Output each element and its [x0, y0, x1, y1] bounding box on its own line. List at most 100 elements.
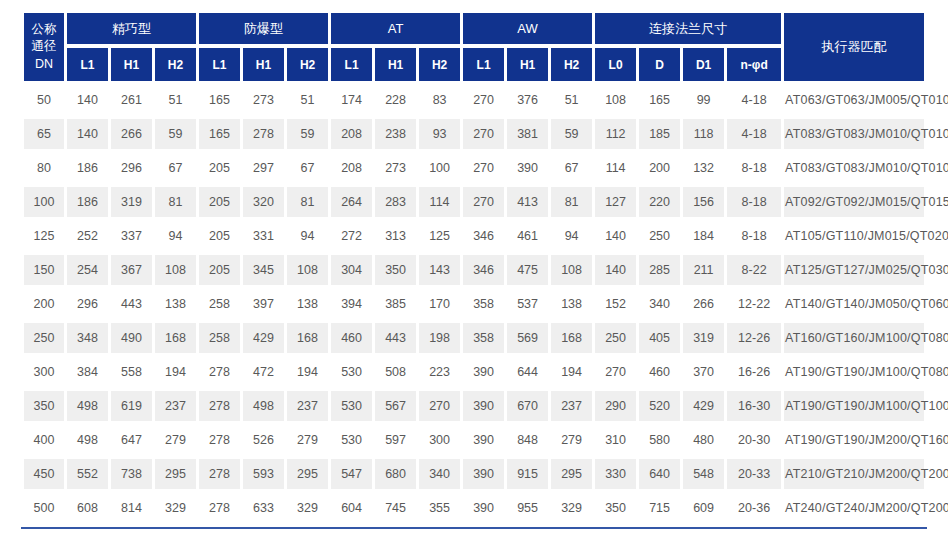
- value-cell: 609: [683, 493, 724, 523]
- value-cell: 138: [287, 289, 328, 319]
- value-cell: 278: [199, 493, 240, 523]
- value-cell: 51: [155, 85, 196, 115]
- actuator-cell: AT190/GT190/JM100/QT080: [784, 357, 924, 387]
- value-cell: 127: [595, 187, 636, 217]
- group-header-compact: 精巧型: [67, 13, 196, 44]
- value-cell: 20-30: [727, 425, 781, 455]
- value-cell: 295: [551, 459, 592, 489]
- header-group-row: 公称通径DN精巧型防爆型ATAW连接法兰尺寸执行器匹配: [24, 13, 924, 44]
- value-cell: 814: [111, 493, 152, 523]
- value-cell: 313: [375, 221, 416, 251]
- value-cell: 278: [199, 391, 240, 421]
- value-cell: 270: [463, 187, 504, 217]
- value-cell: 548: [683, 459, 724, 489]
- value-cell: 278: [199, 357, 240, 387]
- actuator-cell: AT092/GT092/JM015/QT015: [784, 187, 924, 217]
- value-cell: 237: [287, 391, 328, 421]
- value-cell: 443: [375, 323, 416, 353]
- value-cell: 132: [683, 153, 724, 183]
- value-cell: 350: [595, 493, 636, 523]
- value-cell: 300: [419, 425, 460, 455]
- value-cell: 490: [111, 323, 152, 353]
- value-cell: 238: [375, 119, 416, 149]
- table-row-dn-350: 3504986192372784982375305672703906702372…: [24, 391, 924, 421]
- value-cell: 12-22: [727, 289, 781, 319]
- value-cell: 186: [67, 153, 108, 183]
- actuator-cell: AT160/GT160/JM100/QT080: [784, 323, 924, 353]
- value-cell: 295: [155, 459, 196, 489]
- actuator-cell: AT210/GT210/JM200/QT200: [784, 459, 924, 489]
- value-cell: 955: [507, 493, 548, 523]
- value-cell: 498: [67, 391, 108, 421]
- spec-table: 公称通径DN精巧型防爆型ATAW连接法兰尺寸执行器匹配L1H1H2L1H1H2L…: [21, 9, 927, 527]
- value-cell: 205: [199, 255, 240, 285]
- dn-cell: 400: [24, 425, 64, 455]
- value-cell: 331: [243, 221, 284, 251]
- dn-cell: 65: [24, 119, 64, 149]
- value-cell: 198: [419, 323, 460, 353]
- subcol-header-aw-1: L1: [463, 48, 504, 81]
- subcol-header-aw-2: H1: [507, 48, 548, 81]
- value-cell: 405: [639, 323, 680, 353]
- value-cell: 205: [199, 153, 240, 183]
- value-cell: 94: [551, 221, 592, 251]
- value-cell: 319: [683, 323, 724, 353]
- value-cell: 273: [375, 153, 416, 183]
- value-cell: 385: [375, 289, 416, 319]
- value-cell: 273: [243, 85, 284, 115]
- value-cell: 475: [507, 255, 548, 285]
- value-cell: 390: [507, 153, 548, 183]
- value-cell: 429: [683, 391, 724, 421]
- value-cell: 170: [419, 289, 460, 319]
- value-cell: 279: [155, 425, 196, 455]
- value-cell: 390: [463, 459, 504, 489]
- value-cell: 208: [331, 119, 372, 149]
- actuator-cell: AT190/GT190/JM200/QT160: [784, 425, 924, 455]
- value-cell: 647: [111, 425, 152, 455]
- actuator-cell: AT140/GT140/JM050/QT060: [784, 289, 924, 319]
- actuator-cell: AT190/GT190/JM100/QT100: [784, 391, 924, 421]
- actuator-cell: AT063/GT063/JM005/QT010: [784, 85, 924, 115]
- value-cell: 168: [287, 323, 328, 353]
- value-cell: 185: [639, 119, 680, 149]
- value-cell: 460: [331, 323, 372, 353]
- value-cell: 520: [639, 391, 680, 421]
- subcol-header-aw-3: H2: [551, 48, 592, 81]
- value-cell: 266: [111, 119, 152, 149]
- dn-cell: 150: [24, 255, 64, 285]
- group-header-flange: 连接法兰尺寸: [595, 13, 781, 44]
- table-row-dn-400: 4004986472792785262795305973003908482793…: [24, 425, 924, 455]
- table-row-dn-65: 6514026659165278592082389327038159112185…: [24, 119, 924, 149]
- value-cell: 200: [639, 153, 680, 183]
- value-cell: 8-18: [727, 187, 781, 217]
- dn-cell: 50: [24, 85, 64, 115]
- dn-cell: 450: [24, 459, 64, 489]
- value-cell: 270: [463, 153, 504, 183]
- value-cell: 358: [463, 289, 504, 319]
- value-cell: 205: [199, 187, 240, 217]
- value-cell: 547: [331, 459, 372, 489]
- subcol-header-at-3: H2: [419, 48, 460, 81]
- value-cell: 297: [243, 153, 284, 183]
- table-row-dn-50: 5014026151165273511742288327037651108165…: [24, 85, 924, 115]
- subcol-header-explosion-proof-2: H1: [243, 48, 284, 81]
- value-cell: 278: [199, 425, 240, 455]
- value-cell: 270: [463, 119, 504, 149]
- col-header-dn: 公称通径DN: [24, 13, 64, 81]
- value-cell: 165: [639, 85, 680, 115]
- spec-table-header: 公称通径DN精巧型防爆型ATAW连接法兰尺寸执行器匹配L1H1H2L1H1H2L…: [24, 13, 924, 81]
- value-cell: 429: [243, 323, 284, 353]
- value-cell: 118: [683, 119, 724, 149]
- value-cell: 67: [155, 153, 196, 183]
- value-cell: 272: [331, 221, 372, 251]
- value-cell: 848: [507, 425, 548, 455]
- value-cell: 237: [155, 391, 196, 421]
- value-cell: 211: [683, 255, 724, 285]
- value-cell: 205: [199, 221, 240, 251]
- dn-cell: 250: [24, 323, 64, 353]
- value-cell: 597: [375, 425, 416, 455]
- value-cell: 254: [67, 255, 108, 285]
- value-cell: 283: [375, 187, 416, 217]
- value-cell: 51: [287, 85, 328, 115]
- value-cell: 340: [419, 459, 460, 489]
